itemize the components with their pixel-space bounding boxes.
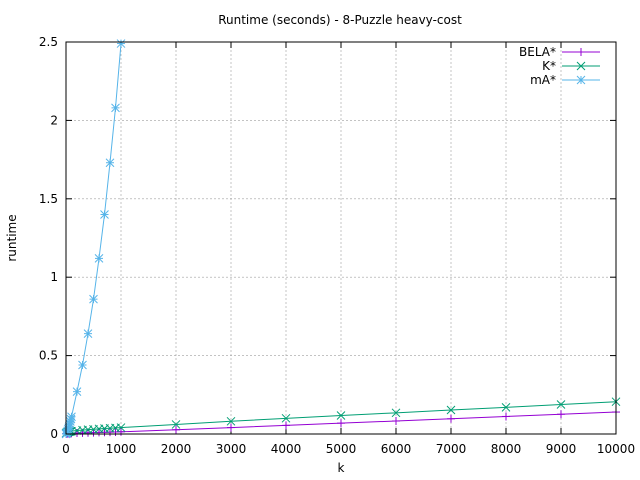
legend-marker-ma: [576, 75, 586, 85]
data-point-bela: [282, 421, 290, 430]
x-tick-label: 0: [62, 442, 70, 456]
y-axis-label: runtime: [5, 214, 19, 261]
data-point-bela: [172, 425, 180, 434]
x-tick-label: 9000: [546, 442, 577, 456]
data-point-k: [336, 411, 346, 420]
x-tick-label: 8000: [491, 442, 522, 456]
legend-label-k: K*: [542, 59, 556, 73]
legend-marker-k: [576, 61, 586, 71]
y-tick-label: 1.5: [39, 192, 58, 206]
chart-title: Runtime (seconds) - 8-Puzzle heavy-cost: [218, 13, 462, 27]
data-point-bela: [117, 427, 125, 436]
data-point-k: [446, 405, 456, 415]
data-point-ma: [100, 210, 109, 219]
data-point-ma: [78, 360, 87, 370]
data-point-ma: [67, 412, 76, 422]
legend: BELA*K*mA*: [519, 45, 600, 87]
plot-frame: [65, 41, 617, 435]
x-tick-label: 1000: [106, 442, 137, 456]
data-point-bela: [227, 423, 235, 432]
x-tick-label: 5000: [326, 442, 357, 456]
x-axis-label: k: [338, 461, 345, 475]
axis-ticks: 0 1000 2000 3000 4000 5000 6000 7000 8000 9000 100…: [39, 35, 635, 456]
data-point-k: [226, 416, 236, 426]
data-point-k: [501, 402, 511, 412]
series-ma: [61, 39, 126, 439]
data-point-k: [171, 420, 181, 429]
data-point-ma: [72, 387, 82, 397]
data-point-k: [556, 400, 566, 409]
legend-label-bela: BELA*: [519, 45, 556, 59]
data-point-ma: [116, 39, 126, 48]
data-point-ma: [94, 254, 104, 263]
data-point-bela: [557, 410, 565, 419]
x-tick-label: 6000: [381, 442, 412, 456]
data-point-k: [391, 408, 401, 418]
y-tick-label: 0: [50, 427, 58, 441]
y-tick-label: 0.5: [39, 349, 58, 363]
data-point-ma: [111, 103, 120, 113]
data-point-bela: [392, 416, 400, 425]
y-tick-label: 2: [50, 113, 58, 127]
legend-marker-bela: [577, 48, 585, 56]
y-tick-label: 2.5: [39, 35, 58, 49]
data-point-bela: [337, 419, 345, 428]
data-point-ma: [105, 158, 115, 168]
data-point-k: [281, 413, 291, 423]
x-tick-label: 4000: [271, 442, 302, 456]
data-point-k: [116, 423, 126, 432]
y-tick-label: 1: [50, 270, 58, 284]
x-tick-label: 3000: [216, 442, 247, 456]
data-point-bela: [447, 414, 455, 423]
x-tick-label: 7000: [436, 442, 467, 456]
data-point-ma: [89, 294, 98, 304]
x-tick-label: 10000: [597, 442, 635, 456]
series-line-ma: [65, 43, 122, 435]
grid: [66, 42, 616, 434]
data-point-ma: [83, 329, 93, 339]
legend-label-ma: mA*: [530, 73, 556, 87]
data-point-bela: [502, 412, 510, 421]
x-tick-label: 2000: [161, 442, 192, 456]
